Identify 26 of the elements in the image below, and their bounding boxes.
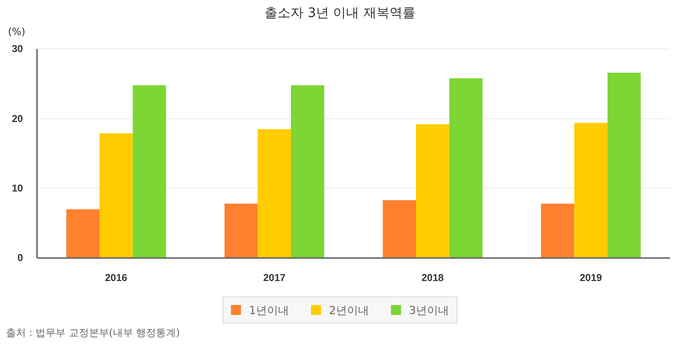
legend-label: 1년이내 [249, 304, 289, 317]
x-tick-label: 2017 [263, 273, 286, 284]
bar [416, 124, 450, 258]
bar [541, 204, 574, 258]
legend-label: 3년이내 [409, 304, 449, 317]
bar [574, 122, 608, 258]
bar [258, 129, 291, 258]
x-tick-label: 2016 [105, 273, 128, 284]
bar [607, 72, 641, 258]
y-tick-label: 0 [17, 253, 24, 264]
bar [66, 209, 100, 258]
bar [224, 204, 258, 258]
legend-label: 2년이내 [329, 304, 369, 317]
bar [449, 78, 482, 258]
x-tick-label: 2019 [580, 273, 602, 284]
bar [100, 133, 133, 258]
y-tick-label: 20 [12, 114, 24, 125]
x-tick-label: 2018 [422, 273, 444, 284]
y-tick-label: 10 [12, 184, 24, 195]
bar [382, 200, 416, 258]
y-tick-label: 30 [12, 44, 24, 56]
bar [132, 85, 166, 258]
source-note: 출처 : 법무부 교정본부(내부 행정통계) [6, 328, 180, 339]
y-axis-title: (%) [8, 27, 26, 38]
bar [290, 85, 324, 258]
chart-title: 출소자 3년 이내 재복역률 [264, 6, 416, 21]
